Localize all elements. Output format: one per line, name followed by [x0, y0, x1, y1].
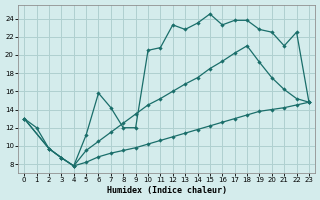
X-axis label: Humidex (Indice chaleur): Humidex (Indice chaleur) — [107, 186, 227, 195]
